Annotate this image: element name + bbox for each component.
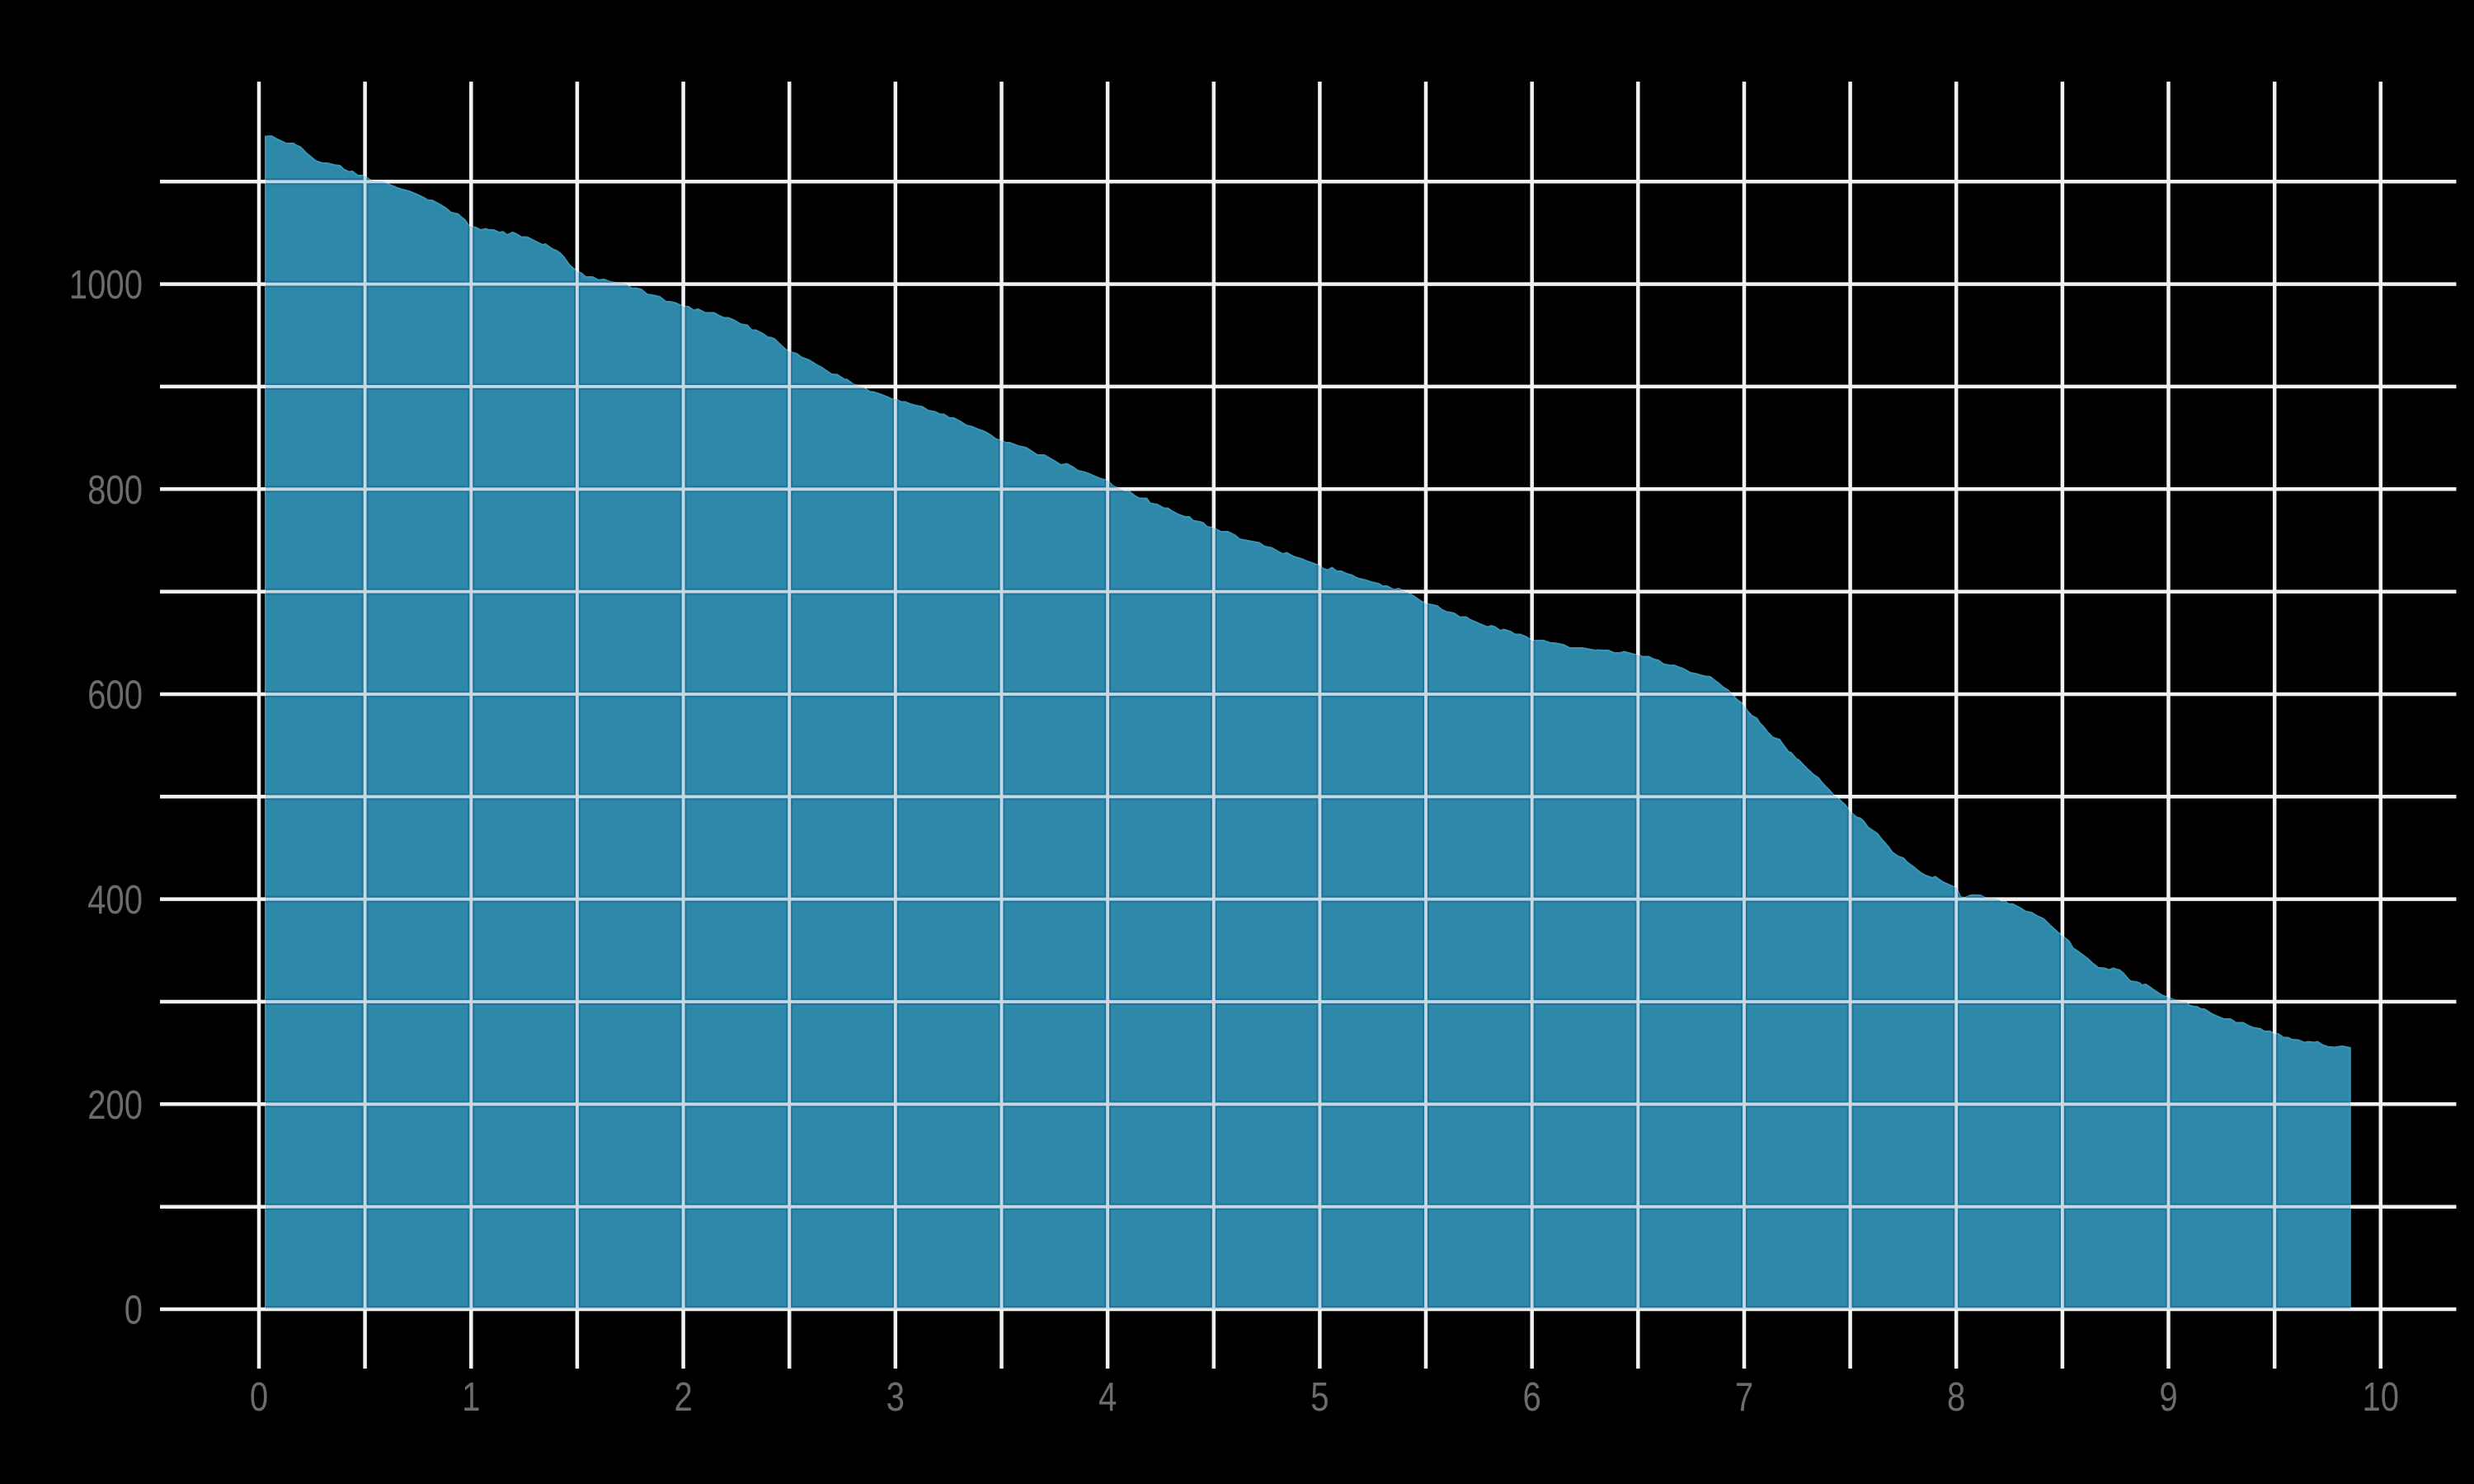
svg-text:6: 6	[1523, 1375, 1541, 1420]
svg-text:8: 8	[1947, 1375, 1965, 1420]
svg-text:600: 600	[87, 674, 143, 718]
svg-text:1: 1	[462, 1375, 480, 1420]
svg-text:200: 200	[87, 1083, 143, 1128]
svg-text:0: 0	[250, 1375, 268, 1420]
svg-text:9: 9	[2159, 1375, 2177, 1420]
svg-text:3: 3	[887, 1375, 905, 1420]
svg-text:7: 7	[1735, 1375, 1753, 1420]
svg-text:5: 5	[1310, 1375, 1329, 1420]
svg-text:10: 10	[2363, 1375, 2400, 1420]
svg-text:4: 4	[1098, 1375, 1117, 1420]
svg-text:1000: 1000	[69, 263, 143, 308]
svg-text:0: 0	[125, 1289, 143, 1333]
svg-text:800: 800	[87, 468, 143, 513]
svg-text:400: 400	[87, 878, 143, 923]
svg-text:2: 2	[674, 1375, 692, 1420]
